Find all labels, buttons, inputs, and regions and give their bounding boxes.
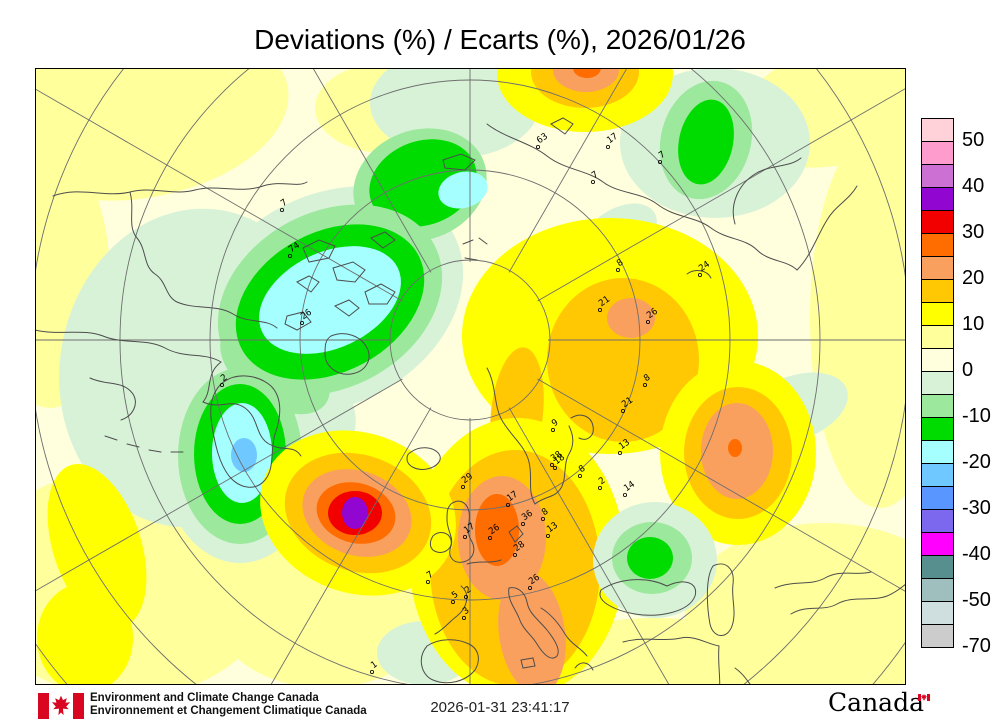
canada-wordmark: Canada	[828, 688, 936, 717]
europe-warm-blob	[409, 418, 625, 685]
colorbar-swatch	[921, 624, 954, 648]
colorbar-swatch	[921, 578, 954, 602]
station-marker: 1	[369, 660, 379, 675]
colorbar-label: -30	[962, 497, 991, 519]
station-value: 1	[369, 660, 379, 671]
colorbar-label: 10	[962, 313, 985, 335]
station-marker: 8	[642, 373, 652, 387]
station-value: 2	[597, 476, 607, 487]
colorbar-label: -70	[962, 635, 991, 657]
graticule	[35, 68, 906, 685]
org-name-en: Environment and Climate Change Canada	[90, 692, 319, 704]
maple-leaf-icon	[51, 695, 71, 716]
colorbar-swatch	[921, 279, 954, 303]
colorbar-swatch	[921, 532, 954, 556]
station-marker: 2	[597, 476, 607, 490]
station-marker: 2	[463, 585, 473, 600]
colorbar-label: 0	[962, 359, 974, 381]
colorbar-swatch	[921, 141, 954, 165]
blacksea-green-blob	[593, 502, 717, 618]
colorbar-swatch	[921, 348, 954, 372]
station-marker: 7	[425, 570, 435, 585]
colorbar-label: -40	[962, 543, 991, 565]
colorbar-label: -10	[962, 405, 991, 427]
station-value: 8	[540, 507, 550, 518]
colorbar-swatch	[921, 164, 954, 188]
map-border	[35, 68, 906, 685]
colorbar-swatch	[921, 371, 954, 395]
station-value: 8	[615, 258, 625, 269]
station-value: 2	[219, 373, 229, 384]
station-value: 7	[590, 170, 600, 181]
colorbar-swatch	[921, 210, 954, 234]
station-marker: 8	[615, 258, 625, 272]
colorbar-label: 20	[962, 267, 985, 289]
kara-orange-blob	[497, 68, 673, 132]
colorbar-swatch	[921, 440, 954, 464]
colorbar-swatch	[921, 417, 954, 441]
station-value: 7	[425, 570, 435, 581]
colorbar-swatch	[921, 256, 954, 280]
colorbar-label: 50	[962, 129, 985, 151]
colorbar-swatch	[921, 486, 954, 510]
station-marker: 8	[577, 464, 587, 478]
station-value: 7	[657, 150, 667, 161]
ural-warm-blob	[660, 361, 816, 545]
colorbar-swatch	[921, 302, 954, 326]
colorbar-swatch	[921, 187, 954, 211]
org-name: Environment and Climate Change Canada En…	[90, 692, 367, 718]
station-marker: 2	[219, 373, 229, 387]
colorbar-swatch	[921, 118, 954, 142]
colorbar-swatch	[921, 601, 954, 625]
colorbar-swatch	[921, 233, 954, 257]
station-value: 8	[577, 464, 587, 475]
map-title: Deviations (%) / Ecarts (%), 2026/01/26	[254, 24, 746, 55]
station-marker: 5	[450, 590, 460, 605]
canada-flag-icon	[38, 693, 84, 719]
colorbar-label: -50	[962, 589, 991, 611]
generation-timestamp: 2026-01-31 23:41:17	[430, 699, 570, 716]
station-value: 8	[642, 373, 652, 384]
colorbar-swatch	[921, 555, 954, 579]
station-marker: 3	[461, 606, 471, 621]
station-value: 5	[450, 590, 460, 601]
pacific-yellow-band	[37, 464, 147, 685]
coastlines	[35, 117, 906, 685]
colorbar-swatch	[921, 463, 954, 487]
station-value: 9	[550, 418, 560, 429]
colorbar-legend: 50 40 30 20 10 0 -10 -20 -30 -40 -50 -70	[921, 118, 991, 656]
station-marker: 7	[279, 198, 289, 212]
station-value: 2	[463, 585, 473, 596]
station-marker: 8	[540, 507, 550, 521]
station-marker: 7	[657, 150, 667, 165]
wordmark-flag-icon	[918, 693, 930, 701]
colorbar-label: -20	[962, 451, 991, 473]
org-name-fr: Environnement et Changement Climatique C…	[90, 705, 367, 717]
station-marker: 7	[590, 170, 600, 185]
station-value: 7	[279, 198, 289, 209]
station-value: 3	[461, 606, 471, 617]
colorbar-swatch	[921, 325, 954, 349]
colorbar-label: 30	[962, 221, 985, 243]
colorbar-label: 40	[962, 175, 985, 197]
archipelago-blob	[217, 204, 443, 415]
colorbar-swatch	[921, 394, 954, 418]
atlantic-bullseye	[260, 430, 456, 596]
siberia-green-blob	[659, 80, 753, 200]
colorbar-swatch	[921, 509, 954, 533]
footer: Environment and Climate Change Canada En…	[0, 686, 1000, 726]
station-marker: 9	[550, 418, 560, 432]
